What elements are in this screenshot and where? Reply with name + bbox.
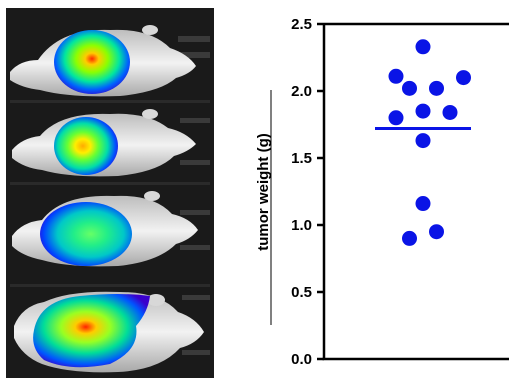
y-ticks	[317, 22, 324, 361]
y-axis-title: tumor weight (g)	[255, 133, 272, 250]
mouse-1	[10, 25, 196, 97]
y-tick-label: 2.0	[291, 83, 312, 100]
data-points	[388, 39, 471, 246]
mouse-3	[12, 191, 198, 267]
y-tick-label: 0.0	[291, 351, 312, 368]
data-point	[429, 80, 444, 96]
y-tick-label: 1.0	[291, 217, 312, 234]
y-tick-label: 0.5	[291, 284, 312, 301]
scatter-chart: 0.0 0.5 1.0 1.5 2.0 2.5 tumor weight (g)	[255, 16, 509, 368]
data-point	[429, 224, 444, 240]
mouse-4	[14, 291, 204, 373]
data-point	[402, 230, 417, 246]
y-tick-labels: 0.0 0.5 1.0 1.5 2.0 2.5	[291, 16, 312, 368]
data-point	[442, 104, 458, 120]
mouse-image-panel	[6, 8, 214, 378]
data-point	[402, 80, 417, 96]
y-tick-label: 2.5	[291, 16, 312, 33]
data-point	[415, 196, 431, 212]
data-point	[415, 39, 431, 55]
mouse-2	[12, 109, 196, 177]
y-tick-label: 1.5	[291, 150, 312, 167]
data-point	[415, 103, 431, 119]
data-point	[388, 110, 404, 126]
data-point	[415, 133, 431, 149]
data-point	[388, 68, 404, 84]
data-point	[456, 70, 471, 86]
